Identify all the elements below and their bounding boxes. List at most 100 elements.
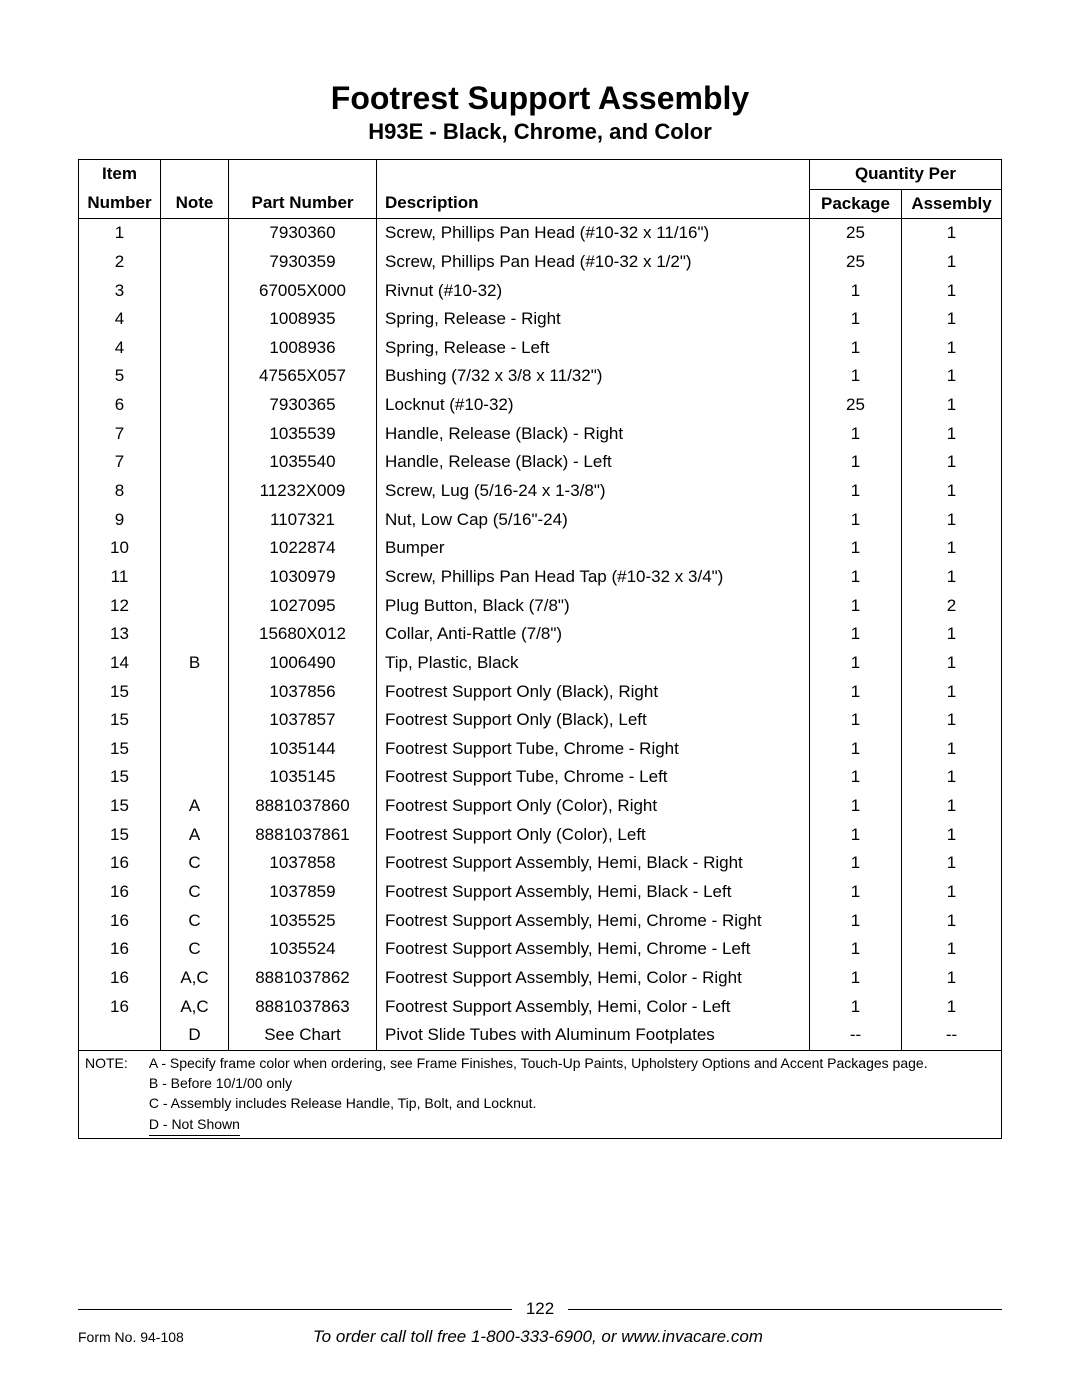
cell-asm: 1 [902,277,1002,306]
cell-note: C [161,878,229,907]
cell-desc: Locknut (#10-32) [377,391,810,420]
cell-desc: Pivot Slide Tubes with Aluminum Footplat… [377,1021,810,1050]
cell-pkg: 25 [810,391,902,420]
header-asm: Assembly [902,189,1002,219]
cell-asm: 1 [902,420,1002,449]
cell-part: 1035145 [229,763,377,792]
cell-desc: Rivnut (#10-32) [377,277,810,306]
cell-item: 13 [79,620,161,649]
cell-pkg: 1 [810,620,902,649]
cell-asm: 1 [902,993,1002,1022]
cell-note: C [161,907,229,936]
cell-desc: Screw, Phillips Pan Head Tap (#10-32 x 3… [377,563,810,592]
cell-note: A,C [161,964,229,993]
cell-note: A,C [161,993,229,1022]
table-row: 547565X057Bushing (7/32 x 3/8 x 11/32")1… [79,362,1002,391]
cell-asm: 1 [902,534,1002,563]
cell-asm: 1 [902,821,1002,850]
cell-desc: Footrest Support Assembly, Hemi, Color -… [377,993,810,1022]
cell-item: 2 [79,248,161,277]
cell-pkg: 1 [810,362,902,391]
cell-part: 1035525 [229,907,377,936]
cell-item: 14 [79,649,161,678]
cell-item: 15 [79,735,161,764]
cell-item: 16 [79,907,161,936]
cell-item: 11 [79,563,161,592]
cell-desc: Collar, Anti-Rattle (7/8") [377,620,810,649]
cell-note [161,534,229,563]
cell-note [161,706,229,735]
cell-part: 15680X012 [229,620,377,649]
header-blank-desc [377,160,810,190]
table-row: 15A8881037861Footrest Support Only (Colo… [79,821,1002,850]
cell-pkg: 25 [810,219,902,248]
table-row: 111030979Screw, Phillips Pan Head Tap (#… [79,563,1002,592]
cell-note [161,563,229,592]
note-a: A - Specify frame color when ordering, s… [149,1055,928,1071]
cell-item: 16 [79,878,161,907]
cell-note: D [161,1021,229,1050]
cell-pkg: 25 [810,248,902,277]
note-d: D - Not Shown [149,1114,240,1136]
cell-pkg: 1 [810,878,902,907]
cell-pkg: -- [810,1021,902,1050]
cell-note [161,305,229,334]
cell-note: A [161,821,229,850]
cell-asm: 2 [902,592,1002,621]
cell-part: 1035540 [229,448,377,477]
cell-pkg: 1 [810,678,902,707]
header-item: Number [79,189,161,219]
cell-pkg: 1 [810,305,902,334]
table-row: 121027095Plug Button, Black (7/8")12 [79,592,1002,621]
cell-note [161,620,229,649]
notes-row: NOTE: A - Specify frame color when order… [79,1050,1002,1138]
form-number: Form No. 94-108 [78,1329,184,1345]
cell-part: 1037859 [229,878,377,907]
cell-part: 8881037861 [229,821,377,850]
cell-asm: 1 [902,792,1002,821]
table-row: DSee ChartPivot Slide Tubes with Aluminu… [79,1021,1002,1050]
cell-pkg: 1 [810,592,902,621]
note-c: C - Assembly includes Release Handle, Ti… [149,1095,537,1111]
cell-pkg: 1 [810,506,902,535]
cell-note: C [161,849,229,878]
table-row: 27930359Screw, Phillips Pan Head (#10-32… [79,248,1002,277]
cell-item: 15 [79,792,161,821]
cell-pkg: 1 [810,420,902,449]
header-blank-part [229,160,377,190]
cell-part: 7930360 [229,219,377,248]
cell-asm: 1 [902,763,1002,792]
cell-desc: Bushing (7/32 x 3/8 x 11/32") [377,362,810,391]
cell-asm: 1 [902,248,1002,277]
cell-asm: 1 [902,935,1002,964]
cell-desc: Tip, Plastic, Black [377,649,810,678]
table-row: 91107321Nut, Low Cap (5/16"-24)11 [79,506,1002,535]
cell-part: 8881037862 [229,964,377,993]
cell-part: 8881037860 [229,792,377,821]
page-footer: 122 Form No. 94-108 To order call toll f… [78,1299,1002,1347]
cell-asm: 1 [902,849,1002,878]
cell-note [161,362,229,391]
header-pkg: Package [810,189,902,219]
cell-item: 4 [79,334,161,363]
footer-rule-left [78,1309,512,1310]
cell-desc: Footrest Support Only (Color), Right [377,792,810,821]
table-row: 16C1037858Footrest Support Assembly, Hem… [79,849,1002,878]
cell-desc: Footrest Support Assembly, Hemi, Chrome … [377,935,810,964]
cell-asm: 1 [902,506,1002,535]
table-row: 16A,C8881037862Footrest Support Assembly… [79,964,1002,993]
cell-asm: 1 [902,649,1002,678]
cell-item: 7 [79,448,161,477]
cell-item: 15 [79,763,161,792]
cell-item: 3 [79,277,161,306]
cell-desc: Footrest Support Assembly, Hemi, Black -… [377,849,810,878]
cell-note: C [161,935,229,964]
cell-part: 67005X000 [229,277,377,306]
cell-part: 1037856 [229,678,377,707]
cell-part: 1107321 [229,506,377,535]
table-row: 14B1006490Tip, Plastic, Black11 [79,649,1002,678]
cell-desc: Screw, Phillips Pan Head (#10-32 x 1/2") [377,248,810,277]
cell-item: 16 [79,964,161,993]
header-part: Part Number [229,189,377,219]
cell-part: See Chart [229,1021,377,1050]
